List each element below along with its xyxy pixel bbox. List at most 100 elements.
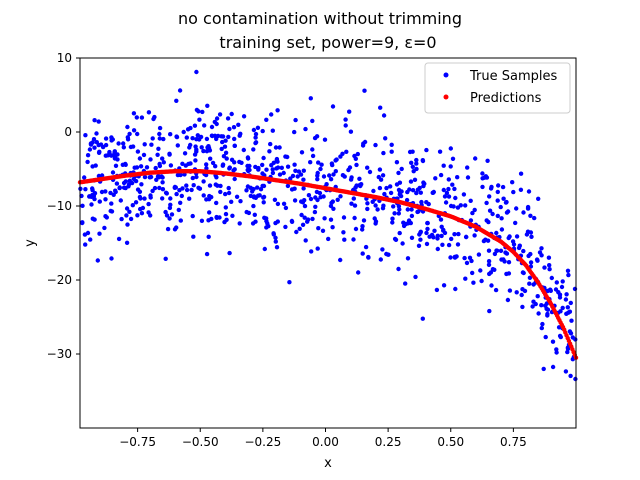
true-sample-point	[232, 136, 237, 142]
true-sample-point	[287, 280, 292, 285]
true-sample-point	[301, 168, 306, 173]
true-sample-point	[151, 116, 156, 122]
true-sample-point	[175, 143, 180, 148]
true-sample-point	[80, 203, 85, 208]
true-sample-point	[511, 189, 516, 195]
true-sample-point	[432, 228, 437, 233]
true-sample-point	[144, 165, 150, 170]
true-sample-point	[424, 230, 429, 236]
true-sample-point	[511, 242, 517, 247]
true-sample-point	[437, 149, 443, 154]
true-sample-point	[297, 226, 302, 231]
true-sample-point	[213, 182, 218, 187]
true-sample-point	[245, 163, 250, 169]
true-sample-point	[209, 124, 215, 130]
true-sample-point	[226, 185, 231, 191]
true-sample-point	[194, 174, 199, 180]
true-sample-point	[409, 213, 415, 219]
true-sample-point	[409, 235, 415, 240]
true-sample-point	[219, 146, 224, 152]
true-sample-point	[520, 287, 525, 292]
true-sample-point	[177, 88, 183, 93]
true-sample-point	[378, 105, 383, 110]
true-sample-point	[85, 159, 90, 165]
true-sample-point	[92, 217, 97, 222]
true-sample-point	[105, 153, 111, 158]
true-sample-point	[530, 304, 535, 309]
true-sample-point	[232, 143, 237, 148]
true-sample-point	[422, 181, 427, 186]
true-sample-point	[281, 201, 287, 206]
true-sample-point	[495, 189, 500, 195]
true-sample-point	[264, 117, 269, 123]
true-sample-point	[518, 187, 524, 192]
true-sample-point	[160, 180, 165, 185]
true-sample-point	[524, 232, 530, 237]
true-sample-point	[431, 235, 436, 240]
true-sample-point	[315, 246, 320, 251]
true-sample-point	[430, 190, 435, 195]
true-sample-point	[220, 139, 225, 145]
true-sample-point	[519, 292, 524, 298]
true-sample-point	[318, 166, 323, 172]
true-sample-point	[373, 142, 378, 148]
true-sample-point	[139, 211, 145, 216]
true-sample-point	[271, 232, 276, 237]
true-sample-point	[529, 234, 534, 239]
true-sample-point	[119, 216, 124, 222]
true-sample-point	[425, 220, 430, 226]
true-sample-point	[308, 196, 314, 202]
true-sample-point	[331, 206, 336, 211]
true-sample-point	[124, 206, 130, 211]
x-tick-label: 0.50	[437, 435, 464, 449]
true-sample-point	[283, 205, 289, 211]
true-sample-point	[550, 339, 556, 344]
true-sample-point	[285, 183, 291, 189]
true-sample-point	[140, 205, 146, 211]
true-sample-point	[232, 176, 237, 182]
true-sample-point	[155, 152, 160, 157]
true-sample-point	[380, 247, 385, 252]
true-sample-point	[377, 185, 383, 191]
true-sample-point	[536, 196, 541, 201]
x-tick-label: 0.00	[312, 435, 339, 449]
true-sample-point	[391, 204, 396, 209]
true-sample-point	[347, 109, 352, 114]
true-sample-point	[462, 255, 467, 261]
true-sample-point	[125, 135, 130, 140]
true-sample-point	[261, 195, 266, 200]
true-sample-point	[569, 318, 574, 323]
true-sample-point	[410, 188, 416, 193]
y-tick-label: −30	[47, 347, 72, 361]
true-sample-point	[330, 162, 335, 168]
true-sample-point	[441, 283, 447, 288]
true-sample-point	[289, 219, 295, 224]
points-layer	[78, 69, 578, 382]
true-sample-point	[270, 167, 275, 172]
true-sample-point	[227, 165, 232, 170]
true-sample-point	[97, 199, 103, 204]
true-sample-point	[501, 196, 506, 201]
true-sample-point	[309, 249, 314, 254]
true-sample-point	[142, 174, 148, 180]
true-sample-point	[241, 114, 247, 119]
true-sample-point	[347, 165, 353, 170]
true-sample-point	[521, 248, 526, 254]
true-sample-point	[498, 204, 503, 210]
true-sample-point	[394, 182, 400, 187]
true-sample-point	[446, 177, 451, 182]
true-sample-point	[285, 164, 291, 169]
true-sample-point	[226, 134, 231, 140]
true-sample-point	[453, 286, 458, 292]
true-sample-point	[237, 221, 242, 226]
true-sample-point	[493, 287, 499, 293]
true-sample-point	[300, 222, 306, 227]
true-sample-point	[271, 160, 276, 165]
true-sample-point	[194, 107, 200, 113]
true-sample-point	[82, 175, 87, 180]
true-sample-point	[245, 155, 251, 160]
true-sample-point	[273, 220, 278, 226]
true-sample-point	[435, 246, 440, 252]
true-sample-point	[310, 153, 316, 159]
true-sample-point	[114, 181, 120, 186]
